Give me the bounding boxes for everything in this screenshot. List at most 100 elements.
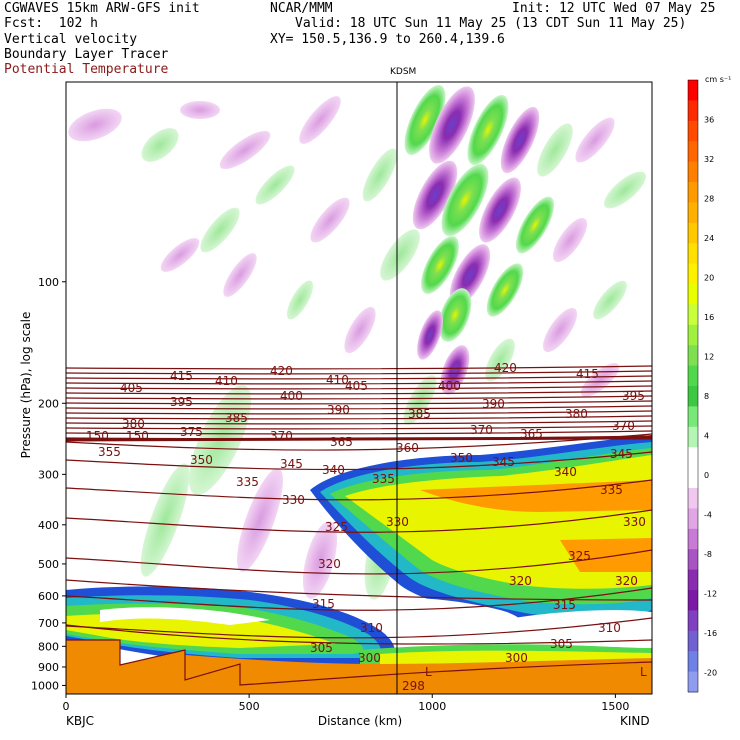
colorbar-label: 8 (704, 392, 709, 401)
theta-contour-label: 390 (482, 397, 505, 411)
theta-contour-label: 410 (326, 373, 349, 387)
forecast-hour: Fcst: 102 h (4, 16, 98, 31)
theta-contour-label: 320 (509, 574, 532, 588)
colorbar-unit: cm s⁻¹ (705, 75, 731, 84)
y-tick-label: 700 (38, 617, 59, 630)
theta-contour-label: 420 (494, 361, 517, 375)
theta-contour-label: 420 (270, 364, 293, 378)
plot-frame (65, 81, 653, 695)
colorbar-swatch (688, 324, 698, 346)
y-tick-label: 300 (38, 468, 59, 481)
theta-contour-label: 310 (360, 621, 383, 635)
colorbar-swatch (688, 590, 698, 611)
colorbar-swatch (688, 161, 698, 183)
theta-contour-label: 300 (358, 651, 381, 665)
colorbar-swatch (688, 528, 698, 550)
colorbar-label: -4 (704, 510, 712, 519)
colorbar-label: -20 (704, 668, 717, 677)
y-tick-label: 600 (38, 590, 59, 603)
colorbar-swatch (688, 243, 698, 265)
colorbar-swatch (688, 100, 698, 122)
theta-contour-label: 405 (345, 379, 368, 393)
theta-contour-label: 330 (623, 515, 646, 529)
theta-contour-label: 385 (408, 407, 431, 421)
kdsm-label: KDSM (390, 67, 416, 77)
theta-contour-label: 360 (396, 441, 419, 455)
theta-contour-label: 150 (126, 429, 149, 443)
theta-contour-label: 385 (225, 411, 248, 425)
field-boundary-layer-tracer: Boundary Layer Tracer (4, 47, 169, 62)
theta-contour-label: 320 (318, 557, 341, 571)
theta-contour-label: 345 (280, 457, 303, 471)
colorbar-label: 36 (704, 115, 714, 124)
colorbar-swatch (688, 549, 698, 571)
colorbar-swatch (688, 651, 698, 673)
theta-contour-label: 330 (282, 493, 305, 507)
theta-contour-label: 375 (180, 425, 203, 439)
theta-contour-label: 335 (372, 472, 395, 486)
theta-contour-label: 365 (520, 427, 543, 441)
terrain-east (185, 655, 652, 694)
colorbar-label: -12 (704, 589, 717, 598)
model-title: CGWAVES 15km ARW-GFS init (4, 1, 200, 16)
y-axis-title: Pressure (hPa), log scale (19, 312, 33, 459)
theta-contour-label: 415 (170, 369, 193, 383)
colorbar-swatch (688, 467, 698, 489)
y-tick-label: 900 (38, 661, 59, 674)
colorbar-label: 32 (704, 155, 714, 164)
theta-contour-label: 335 (600, 483, 623, 497)
theta-contour-label: 415 (576, 367, 599, 381)
theta-contour-label: 390 (327, 403, 350, 417)
theta-contour-label: 395 (622, 389, 645, 403)
vertical-velocity-waves (68, 85, 646, 608)
colorbar-label: 0 (704, 471, 709, 480)
theta-contour-label: 345 (492, 455, 515, 469)
theta-contour-label: 370 (270, 429, 293, 443)
colorbar-swatch (688, 263, 698, 285)
theta-contour-label: 325 (568, 549, 591, 563)
colorbar-swatch (688, 284, 698, 305)
theta-contour-label: 350 (190, 453, 213, 467)
theta-contour-label: 335 (236, 475, 259, 489)
theta-contour-label: 320 (615, 574, 638, 588)
theta-contour-label: 310 (598, 621, 621, 635)
boundary-layer-tracer (66, 435, 652, 670)
theta-contour-label: 380 (122, 417, 145, 431)
theta-contour-label: 340 (554, 465, 577, 479)
colorbar-label: 20 (704, 273, 714, 282)
colorbar-swatch (688, 202, 698, 224)
theta-contour-label: 150 (86, 429, 109, 443)
colorbar-swatch (688, 345, 698, 367)
x-tick-label: 1000 (418, 700, 446, 713)
colorbar-swatch (688, 365, 698, 387)
x-tick-label: 500 (239, 700, 260, 713)
colorbar-label: 16 (704, 313, 714, 322)
colorbar-label: 4 (704, 431, 709, 440)
colorbar-label: 28 (704, 194, 714, 203)
colorbar-swatch (688, 630, 698, 652)
theta-contour-label: 300 (505, 651, 528, 665)
cross-section-coords: XY= 150.5,136.9 to 260.4,139.6 (270, 32, 505, 47)
theta-contour-label: 298 (402, 679, 425, 693)
theta-contour-label: 370 (612, 419, 635, 433)
x-axis-title: Distance (km) (318, 714, 402, 728)
theta-contour-label: 315 (553, 598, 576, 612)
colorbar-swatch (688, 447, 698, 469)
y-tick-label: 800 (38, 640, 59, 653)
theta-contour-label: 340 (322, 463, 345, 477)
field-potential-temperature: Potential Temperature (4, 62, 169, 77)
colorbar-swatch (688, 304, 698, 326)
potential-temperature-contours (66, 365, 652, 645)
colorbar-label: -8 (704, 550, 712, 559)
colorbar-swatch (688, 141, 698, 163)
theta-contour-label: L (425, 665, 432, 679)
y-tick-label: 100 (38, 276, 59, 289)
colorbar-label: -16 (704, 629, 717, 638)
theta-contour-label: 380 (565, 407, 588, 421)
x-tick-label: 1500 (601, 700, 629, 713)
right-station-label: KIND (620, 714, 650, 728)
theta-contour-label: 345 (610, 447, 633, 461)
theta-contour-label: L (640, 665, 647, 679)
y-tick-label: 400 (38, 519, 59, 532)
